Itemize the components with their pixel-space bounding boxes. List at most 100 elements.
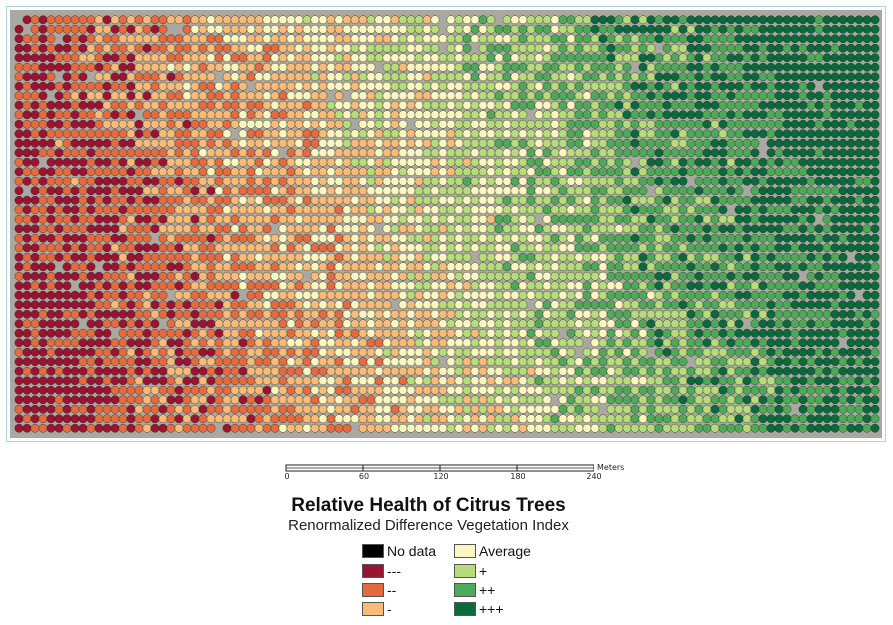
tree-canopy [646,43,656,53]
tree-canopy [542,224,552,234]
tree-canopy [150,72,160,82]
tree-canopy [502,24,512,34]
tree-canopy [30,423,40,433]
tree-canopy [510,186,520,196]
tree-canopy [190,376,200,386]
tree-canopy [278,53,288,63]
tree-canopy [478,24,488,34]
tree-canopy [862,110,872,120]
tree-canopy [406,395,416,405]
tree-canopy [382,366,392,376]
tree-canopy [486,357,496,367]
tree-canopy [358,176,368,186]
tree-canopy [534,119,544,129]
tree-canopy [262,281,272,291]
tree-canopy [502,62,512,72]
tree-canopy [574,72,584,82]
tree-canopy [398,34,408,44]
tree-canopy [94,414,104,424]
tree-canopy [590,205,600,215]
tree-canopy [566,186,576,196]
tree-canopy [510,72,520,82]
tree-canopy [462,262,472,272]
tree-canopy [390,157,400,167]
tree-canopy [118,81,128,91]
tree-canopy [622,243,632,253]
tree-canopy [38,167,48,177]
tree-canopy [390,271,400,281]
tree-canopy [350,167,360,177]
tree-canopy [142,24,152,34]
tree-canopy [622,205,632,215]
tree-canopy [702,357,712,367]
tree-canopy [302,300,312,310]
tree-canopy [854,262,864,272]
tree-canopy [542,404,552,414]
tree-canopy [62,129,72,139]
tree-canopy [62,338,72,348]
tree-canopy [78,167,88,177]
tree-canopy [438,186,448,196]
tree-canopy [430,366,440,376]
tree-canopy [502,34,512,44]
tree-canopy [142,119,152,129]
tree-canopy [814,62,824,72]
tree-canopy [582,224,592,234]
tree-canopy [710,91,720,101]
tree-canopy [198,214,208,224]
tree-canopy [238,347,248,357]
tree-canopy [342,309,352,319]
tree-canopy [134,309,144,319]
tree-canopy [814,138,824,148]
tree-canopy [718,138,728,148]
tree-canopy [262,43,272,53]
tree-canopy [478,43,488,53]
tree-canopy [150,366,160,376]
tree-canopy [622,233,632,243]
tree-canopy [686,385,696,395]
tree-canopy [694,157,704,167]
tree-canopy [782,252,792,262]
tree-canopy [126,157,136,167]
tree-canopy [438,157,448,167]
tree-canopy [518,205,528,215]
tree-canopy [150,271,160,281]
tree-canopy [862,72,872,82]
tree-canopy [78,176,88,186]
tree-canopy [470,34,480,44]
tree-canopy [806,366,816,376]
tree-canopy [262,376,272,386]
tree-canopy [254,205,264,215]
tree-canopy [726,214,736,224]
tree-canopy [638,347,648,357]
tree-canopy [862,224,872,234]
tree-canopy [510,376,520,386]
tree-canopy [390,319,400,329]
tree-canopy [270,205,280,215]
tree-canopy [398,262,408,272]
tree-canopy [542,376,552,386]
tree-canopy [62,176,72,186]
tree-canopy [190,233,200,243]
tree-canopy [750,214,760,224]
tree-canopy [326,414,336,424]
tree-canopy [622,34,632,44]
tree-canopy [838,414,848,424]
tree-canopy [310,262,320,272]
tree-canopy [758,281,768,291]
tree-canopy [662,34,672,44]
tree-canopy [14,262,24,272]
orchard-map[interactable] [6,6,886,442]
tree-canopy [510,347,520,357]
tree-canopy [150,62,160,72]
tree-canopy [654,376,664,386]
tree-canopy [478,404,488,414]
tree-canopy [790,138,800,148]
tree-canopy [622,328,632,338]
tree-canopy [214,385,224,395]
tree-canopy [414,205,424,215]
tree-canopy [734,62,744,72]
tree-canopy [94,81,104,91]
tree-canopy [646,53,656,63]
tree-canopy [654,404,664,414]
